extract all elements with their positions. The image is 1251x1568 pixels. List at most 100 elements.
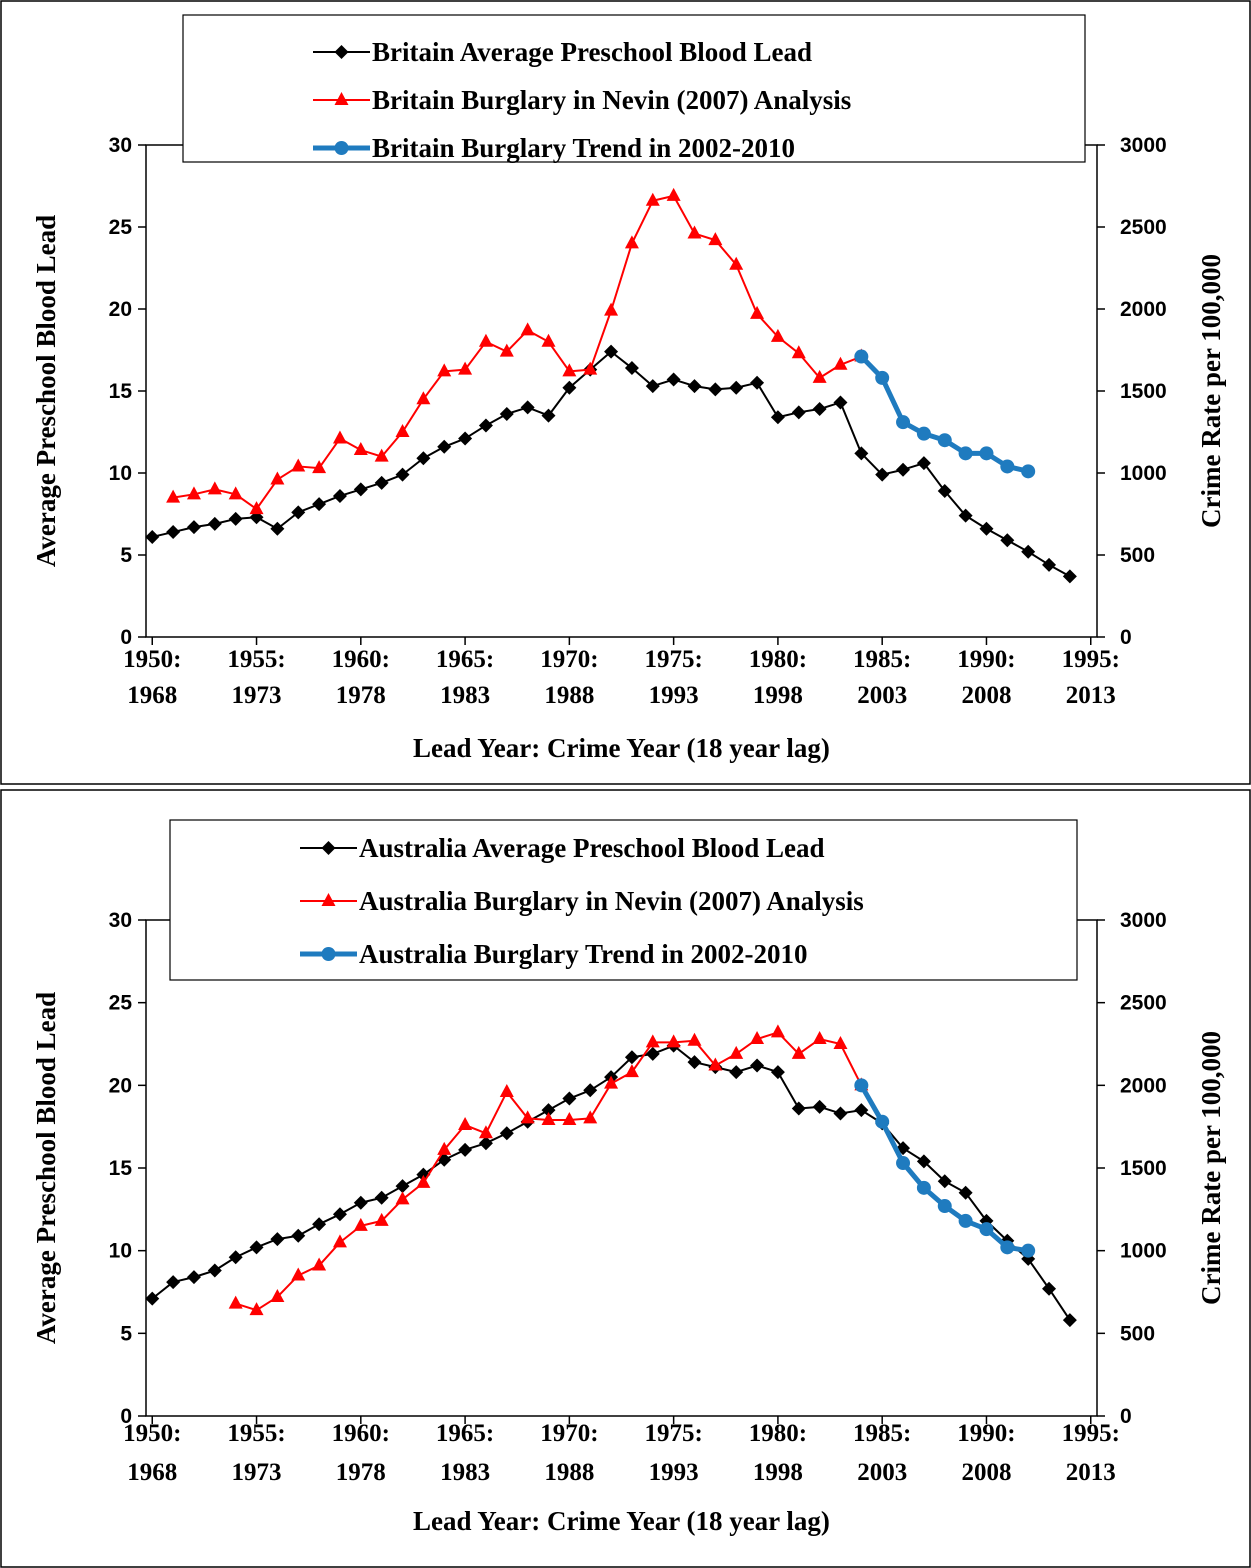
marker	[854, 446, 869, 461]
marker	[332, 1234, 347, 1248]
marker	[437, 439, 452, 454]
marker	[228, 511, 243, 526]
marker	[458, 1142, 473, 1157]
marker	[1021, 544, 1036, 559]
marker	[687, 379, 702, 394]
marker	[812, 1099, 827, 1114]
x-tick-label: 1970: 1988	[540, 1420, 598, 1486]
y2-tick-label: 2000	[1120, 1074, 1167, 1097]
y2-tick-label: 1500	[1120, 380, 1167, 403]
marker	[896, 1156, 911, 1171]
marker	[958, 446, 973, 461]
marker	[353, 442, 368, 456]
marker	[645, 1034, 660, 1048]
y-axis-title: Average Preschool Blood Lead	[31, 215, 61, 567]
marker	[499, 1083, 514, 1097]
marker	[228, 486, 243, 500]
marker	[896, 415, 911, 430]
marker	[812, 369, 827, 383]
marker	[166, 525, 181, 540]
marker	[291, 1228, 306, 1243]
marker	[604, 1075, 619, 1089]
y-tick-label: 0	[120, 626, 132, 649]
marker	[321, 947, 336, 961]
marker	[520, 400, 535, 415]
marker	[291, 1267, 306, 1281]
marker	[207, 516, 222, 531]
marker	[666, 187, 681, 201]
marker	[478, 1136, 493, 1151]
marker	[249, 1302, 264, 1316]
marker	[916, 426, 931, 441]
legend-label: Australia Average Preschool Blood Lead	[359, 833, 824, 863]
legend-label: Britain Burglary in Nevin (2007) Analysi…	[372, 85, 851, 115]
marker	[186, 520, 201, 535]
y-tick-label: 20	[109, 298, 132, 321]
marker	[395, 424, 410, 437]
marker	[937, 433, 952, 448]
marker	[854, 1078, 869, 1093]
marker	[332, 1207, 347, 1222]
marker	[812, 1031, 827, 1045]
series-line	[235, 1031, 863, 1312]
marker	[708, 232, 723, 246]
marker	[541, 1112, 556, 1126]
legend-label: Britain Burglary Trend in 2002-2010	[372, 133, 795, 163]
y2-tick-label: 2000	[1120, 298, 1167, 321]
marker	[458, 361, 473, 375]
marker	[791, 1045, 806, 1059]
marker	[332, 430, 347, 444]
y-tick-label: 25	[109, 216, 133, 239]
marker	[291, 505, 306, 520]
marker	[1000, 533, 1015, 548]
marker	[321, 841, 336, 855]
marker	[770, 1024, 785, 1038]
panel-border	[0, 789, 1251, 1568]
y2-tick-label: 500	[1120, 1322, 1155, 1345]
marker	[645, 379, 660, 394]
marker	[207, 481, 222, 495]
y2-tick-label: 3000	[1120, 909, 1167, 932]
y-tick-label: 30	[109, 909, 132, 932]
marker	[937, 484, 952, 499]
marker	[875, 467, 890, 482]
y-tick-label: 15	[109, 1157, 133, 1180]
marker	[395, 467, 410, 482]
marker	[416, 1174, 431, 1188]
marker	[604, 344, 619, 359]
y2-axis-title: Crime Rate per 100,000	[1196, 1031, 1226, 1305]
marker	[478, 333, 493, 347]
plot-frame	[145, 919, 1098, 1417]
marker	[541, 333, 556, 347]
x-axis-title: Lead Year: Crime Year (18 year lag)	[413, 1506, 830, 1536]
marker	[562, 363, 577, 377]
x-tick-label: 1955: 1973	[227, 1420, 285, 1486]
y2-tick-label: 1000	[1120, 462, 1167, 485]
marker	[624, 1064, 639, 1078]
marker	[334, 45, 349, 59]
marker	[750, 1058, 765, 1073]
series-line	[152, 350, 1071, 578]
marker	[353, 482, 368, 497]
marker	[729, 1045, 744, 1059]
marker	[604, 302, 619, 316]
y-tick-label: 5	[120, 1322, 132, 1345]
marker	[499, 1126, 514, 1141]
marker	[207, 1263, 222, 1278]
x-tick-label: 1985: 2003	[853, 1420, 911, 1486]
marker	[332, 488, 347, 503]
x-tick-label: 1950: 1968	[123, 1420, 181, 1486]
marker	[583, 1083, 598, 1098]
marker	[395, 1191, 410, 1205]
marker	[624, 361, 639, 376]
marker	[624, 1050, 639, 1065]
marker	[916, 1180, 931, 1195]
marker	[353, 1217, 368, 1231]
marker	[687, 225, 702, 239]
marker	[334, 141, 349, 155]
y2-tick-label: 2500	[1120, 216, 1167, 239]
y-tick-label: 30	[109, 134, 132, 157]
x-tick-label: 1965: 1983	[436, 1420, 494, 1486]
marker	[478, 1125, 493, 1139]
x-tick-label: 1995: 2013	[1062, 1420, 1120, 1486]
